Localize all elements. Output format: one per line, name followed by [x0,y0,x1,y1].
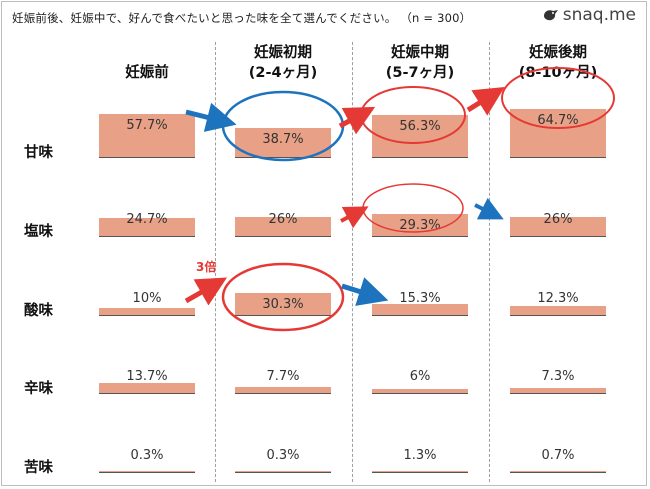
bar [99,382,195,393]
bar-baseline [510,393,606,394]
column-header-label: 妊娠中期 [391,45,449,61]
column-divider [489,42,490,482]
data-label: 13.7% [126,369,168,384]
data-label: 10% [132,291,162,306]
brand-logo: snaq.me [542,5,636,25]
column-header: 妊娠中期 (5-7ヶ月) [350,43,490,83]
bar-baseline [235,472,331,473]
row-label: 甘味 [24,145,53,161]
chart-title: 妊娠前後、妊娠中で、好んで食べたいと思った味を全て選んでください。 （n = 3… [12,11,472,25]
bar-baseline [510,236,606,237]
bar [99,471,195,472]
data-label: 56.3% [399,119,441,135]
bar [510,216,606,236]
bar-baseline [510,157,606,158]
bar-baseline [372,157,468,158]
bird-logo-icon [543,10,558,21]
bar [510,305,606,315]
bar [235,471,331,472]
data-label: 15.3% [399,291,441,306]
bar-baseline [372,236,468,237]
bar-baseline [372,393,468,394]
bar-baseline [99,157,195,158]
row-label: 辛味 [24,381,53,397]
bar [510,387,606,393]
data-label: 26% [268,212,298,227]
row-label: 苦味 [24,460,53,476]
brand-logo-text: snaq.me [562,5,636,25]
data-label: 57.7% [126,118,168,134]
column-header: 妊娠初期 (2-4ヶ月) [213,43,353,83]
bar [510,471,606,472]
data-label: 1.3% [403,448,437,463]
data-label: 64.7% [537,113,579,129]
column-header: 妊娠前 [77,63,217,83]
bar-baseline [99,315,195,316]
bar [99,114,195,157]
bar [235,216,331,236]
triple-annotation: 3倍 [196,260,217,274]
data-label: 7.7% [266,369,300,384]
column-header-label: 妊娠初期 [254,45,312,61]
bar [99,307,195,315]
bar-baseline [235,393,331,394]
column-header-sublabel: (2-4ヶ月) [248,65,318,81]
column-header-sublabel: (5-7ヶ月) [385,65,455,81]
bar-baseline [235,236,331,237]
bar-baseline [99,236,195,237]
bar-baseline [510,315,606,316]
bar [372,388,468,393]
row-label: 塩味 [24,224,53,240]
data-label: 6% [409,369,431,384]
column-divider [352,42,353,482]
bar-baseline [235,157,331,158]
data-label: 29.3% [399,218,441,234]
bar-baseline [99,472,195,473]
bar [372,303,468,315]
data-label: 0.3% [130,448,164,463]
data-label: 38.7% [262,132,304,148]
column-header-label: 妊娠後期 [529,45,587,61]
bar-baseline [235,315,331,316]
data-label: 24.7% [126,212,168,227]
bar [99,217,195,236]
data-label: 12.3% [537,291,579,306]
row-label: 酸味 [24,303,53,319]
bar-baseline [372,315,468,316]
bar [372,471,468,472]
bar-baseline [510,472,606,473]
bar-baseline [99,393,195,394]
data-label: 30.3% [262,296,304,312]
column-header-sublabel: (8-10ヶ月) [518,65,598,81]
column-header: 妊娠後期 (8-10ヶ月) [488,43,628,83]
column-divider [215,42,216,482]
data-label: 7.3% [541,369,575,384]
data-label: 0.7% [541,448,575,463]
column-header-label: 妊娠前 [125,65,169,81]
bar [235,387,331,393]
bar-baseline [372,472,468,473]
data-label: 26% [543,212,573,227]
data-label: 0.3% [266,448,300,463]
